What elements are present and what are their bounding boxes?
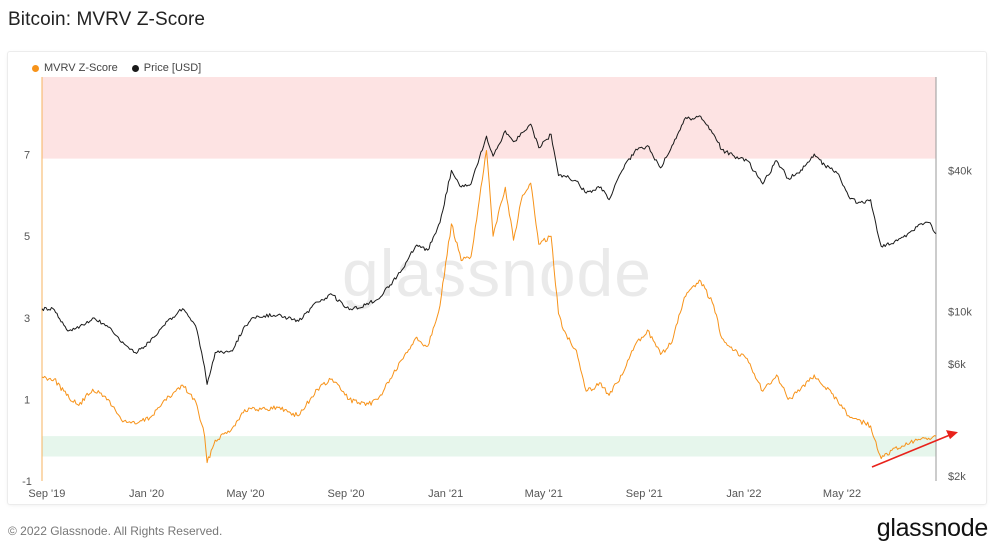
price-line xyxy=(41,115,937,385)
y-left-tick-label: 1 xyxy=(24,394,30,406)
legend-dot-mvrv xyxy=(32,64,39,72)
y-right-tick-label: $2k xyxy=(948,471,966,483)
glassnode-logo: glassnode xyxy=(876,514,989,542)
y-right-tick-label: $10k xyxy=(948,307,972,319)
watermark: glassnode xyxy=(342,236,652,310)
x-tick-label: May '22 xyxy=(823,488,861,500)
annotation-arrow-shaft xyxy=(871,433,953,468)
y-right-tick-label: $40k xyxy=(948,165,972,177)
x-tick-label: Jan '22 xyxy=(726,488,761,500)
y-left-tick-label: -1 xyxy=(22,476,32,488)
chart-legend: MVRV Z-Score Price [USD] xyxy=(32,62,201,74)
legend-dot-price xyxy=(131,64,139,72)
y-left-tick-label: 7 xyxy=(24,150,30,162)
legend-item-price[interactable]: Price [USD] xyxy=(131,62,202,74)
legend-label-mvrv: MVRV Z-Score xyxy=(44,62,118,74)
x-tick-label: Jan '21 xyxy=(428,488,463,500)
x-tick-label: Sep '20 xyxy=(328,488,365,500)
x-tick-label: Sep '21 xyxy=(626,488,663,500)
annotation-arrow-head xyxy=(946,430,958,440)
x-tick-label: Jan '20 xyxy=(129,488,164,500)
y-left-tick-label: 3 xyxy=(24,313,30,325)
legend-label-price: Price [USD] xyxy=(143,62,202,74)
x-tick-label: May '21 xyxy=(525,488,563,500)
legend-item-mvrv[interactable]: MVRV Z-Score xyxy=(32,62,118,74)
mvrv-zscore-line xyxy=(41,150,937,464)
x-tick-label: May '20 xyxy=(226,488,264,500)
x-tick-label: Sep '19 xyxy=(28,488,65,500)
y-right-tick-label: $6k xyxy=(948,359,966,371)
y-left-tick-label: 5 xyxy=(24,231,30,243)
band-undervalued xyxy=(42,436,936,457)
copyright-text: © 2022 Glassnode. All Rights Reserved. xyxy=(8,524,223,538)
chart-title: Bitcoin: MVRV Z-Score xyxy=(8,9,206,30)
